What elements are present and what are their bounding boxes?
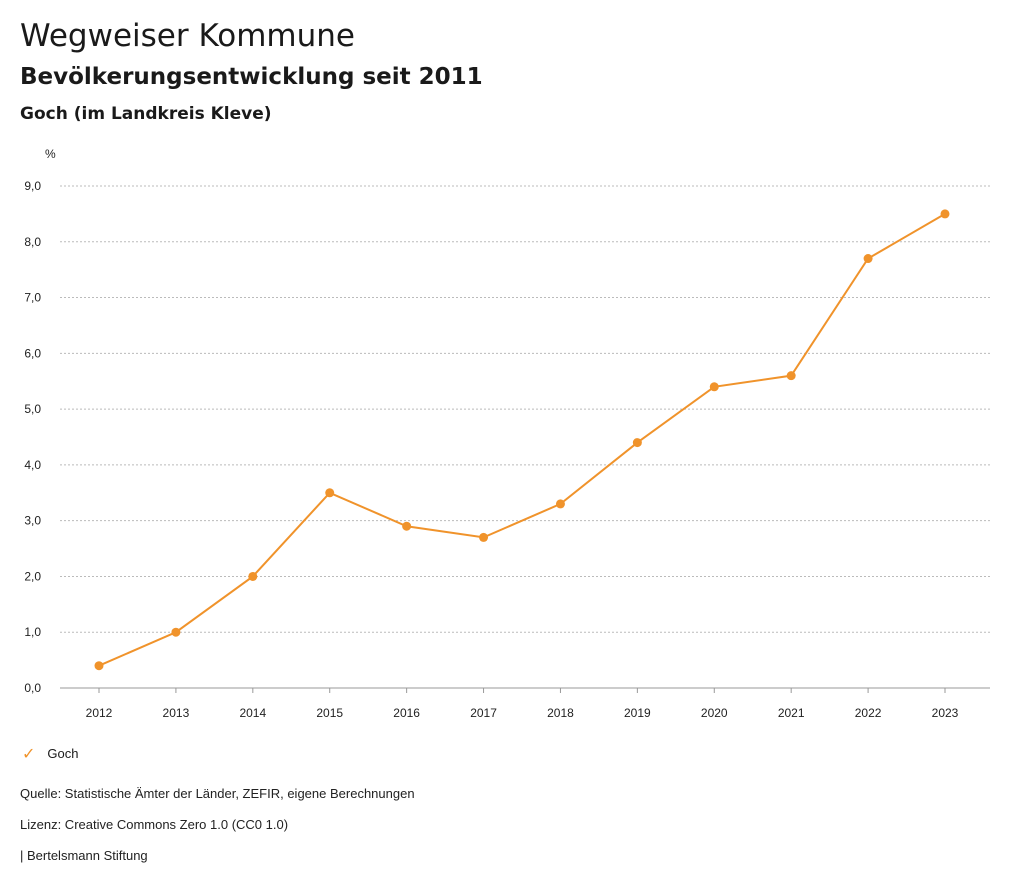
y-tick-label: 3,0 xyxy=(24,514,41,528)
x-tick-label: 2021 xyxy=(778,706,805,720)
data-point[interactable] xyxy=(632,438,642,448)
data-point[interactable] xyxy=(171,627,181,637)
x-tick-label: 2022 xyxy=(855,706,882,720)
license-note: Lizenz: Creative Commons Zero 1.0 (CC0 1… xyxy=(20,817,289,832)
data-point[interactable] xyxy=(402,521,412,531)
x-tick-label: 2023 xyxy=(932,706,959,720)
line-chart: % 0,01,02,03,04,05,06,07,08,09,0 2012 201… xyxy=(24,147,990,720)
y-tick-label: 6,0 xyxy=(24,346,41,360)
y-tick-label: 4,0 xyxy=(24,458,41,472)
publisher-note: | Bertelsmann Stiftung xyxy=(20,848,148,863)
x-tick-label: 2016 xyxy=(393,706,420,720)
y-tick-label: 9,0 xyxy=(24,179,41,193)
y-tick-label: 1,0 xyxy=(24,625,41,639)
y-tick-label: 5,0 xyxy=(24,402,41,416)
x-tick-label: 2018 xyxy=(547,706,574,720)
x-tick-label: 2015 xyxy=(316,706,343,720)
region-label: Goch (im Landkreis Kleve) xyxy=(20,104,272,124)
series-line[interactable] xyxy=(98,213,946,667)
page-title: Wegweiser Kommune xyxy=(20,18,355,54)
data-point[interactable] xyxy=(479,532,489,542)
legend-label: Goch xyxy=(47,746,79,761)
x-tick-label: 2017 xyxy=(470,706,497,720)
y-tick-label: 8,0 xyxy=(24,235,41,249)
check-icon: ✓ xyxy=(22,744,36,763)
data-point[interactable] xyxy=(94,661,104,671)
data-point[interactable] xyxy=(940,209,950,219)
y-tick-label: 7,0 xyxy=(24,291,41,305)
legend-item-goch[interactable]: ✓ Goch xyxy=(22,744,78,763)
source-note: Quelle: Statistische Ämter der Länder, Z… xyxy=(20,786,415,801)
x-tick-label: 2020 xyxy=(701,706,728,720)
data-point[interactable] xyxy=(325,488,335,498)
data-point[interactable] xyxy=(709,382,719,392)
data-point[interactable] xyxy=(863,254,873,264)
x-tick-label: 2013 xyxy=(163,706,190,720)
chart-subtitle: Bevölkerungsentwicklung seit 2011 xyxy=(20,64,483,90)
data-point[interactable] xyxy=(786,371,796,381)
series-goch[interactable] xyxy=(94,209,950,671)
x-tick-label: 2019 xyxy=(624,706,651,720)
data-point[interactable] xyxy=(248,571,258,581)
x-tick-label: 2012 xyxy=(86,706,113,720)
x-axis: 2012 2013 2014 2015 2016 2017 2018 2019 2020 2021… xyxy=(86,688,959,720)
data-point[interactable] xyxy=(555,499,565,509)
y-axis-label: % xyxy=(45,147,56,161)
grid-lines xyxy=(60,185,990,689)
y-tick-label: 0,0 xyxy=(24,681,41,695)
y-tick-label: 2,0 xyxy=(24,569,41,583)
y-axis-ticks: 0,0 1,0 2,0 3,0 4,0 5,0 6,0 7,0 8,0 9,0 xyxy=(24,179,41,695)
x-tick-label: 2014 xyxy=(239,706,266,720)
